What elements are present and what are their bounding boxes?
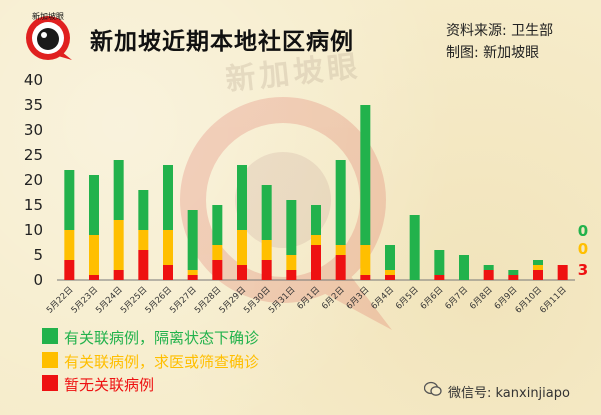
bar-segment-unlinked — [237, 265, 247, 280]
last-day-labels: 00 3 — [578, 222, 588, 279]
bar-segment-unlinked — [138, 250, 149, 280]
y-tick-label: 15 — [24, 196, 43, 214]
bar-segment-linked-quarantined — [163, 165, 173, 230]
maker-text: 制图: 新加坡眼 — [446, 45, 540, 61]
bar-segment-linked-detected — [163, 230, 173, 265]
bar-segment-unlinked — [311, 245, 321, 280]
bar-segment-unlinked — [508, 275, 519, 280]
wechat-icon — [424, 381, 442, 396]
bar-segment-unlinked — [286, 270, 297, 280]
x-tick-label: 6月5日 — [394, 285, 421, 312]
legend-swatch — [42, 375, 58, 391]
bar-segment-linked-detected — [113, 220, 124, 270]
bar-segment-linked-quarantined — [311, 205, 321, 235]
y-tick-labels: 0 5 10 15 20 25 30 35 40 — [24, 71, 43, 289]
x-tick-label: 6月4日 — [369, 285, 396, 312]
bar-segment-linked-quarantined — [237, 165, 247, 230]
last-day-value-label: 3 — [578, 261, 588, 279]
logo-icon: 新加坡眼 — [26, 11, 72, 60]
bar-segment-linked-detected — [286, 255, 297, 270]
bar-segment-linked-quarantined — [286, 200, 297, 255]
bar-segment-linked-quarantined — [89, 175, 99, 235]
bar-segment-linked-quarantined — [508, 270, 519, 275]
legend-swatch — [42, 352, 58, 368]
bar-segment-unlinked — [89, 275, 99, 280]
bar-segment-linked-quarantined — [409, 215, 420, 280]
bar-segment-linked-detected — [138, 230, 149, 250]
bar-segment-linked-detected — [187, 270, 198, 275]
chart-title: 新加坡近期本地社区病例 — [90, 29, 354, 55]
bar-segment-linked-detected — [261, 240, 272, 260]
bar-segment-unlinked — [557, 265, 568, 280]
bar-segment-linked-quarantined — [64, 170, 75, 230]
legend-swatch — [42, 328, 58, 344]
logo-text: 新加坡眼 — [32, 11, 64, 21]
legend-label: 有关联病例，隔离状态下确诊 — [64, 329, 260, 347]
y-tick-label: 25 — [24, 146, 43, 164]
bar-segment-unlinked — [113, 270, 124, 280]
bar-segment-unlinked — [261, 260, 272, 280]
bar-segment-unlinked — [483, 270, 494, 280]
y-tick-label: 30 — [24, 121, 43, 139]
bar-segment-linked-detected — [212, 245, 223, 260]
bar-segment-unlinked — [360, 275, 371, 280]
bar-segment-linked-quarantined — [138, 190, 149, 230]
bar-segment-unlinked — [385, 275, 395, 280]
legend-label: 有关联病例，求医或筛查确诊 — [64, 353, 260, 371]
bar-segment-unlinked — [64, 260, 75, 280]
bar-segment-linked-detected — [237, 230, 247, 265]
y-tick-label: 35 — [24, 96, 43, 114]
last-day-value-label: 0 — [578, 222, 588, 240]
bar-segment-unlinked — [187, 275, 198, 280]
bar-segment-linked-detected — [89, 235, 99, 275]
bar-segment-unlinked — [163, 265, 173, 280]
watermark-logo-icon — [180, 97, 392, 330]
bar-segment-linked-detected — [335, 245, 346, 255]
bar-segment-linked-detected — [64, 230, 75, 260]
y-tick-label: 0 — [33, 271, 43, 289]
bar-segment-linked-quarantined — [385, 245, 395, 270]
bar-segment-unlinked — [434, 275, 445, 280]
bar-segment-linked-quarantined — [335, 160, 346, 245]
bar-segment-linked-detected — [360, 245, 371, 275]
bar-segment-linked-detected — [311, 235, 321, 245]
bar-segment-linked-quarantined — [434, 250, 445, 275]
y-tick-label: 20 — [24, 171, 43, 189]
bar-segment-linked-quarantined — [533, 260, 543, 265]
bar-segment-linked-quarantined — [212, 205, 223, 245]
x-tick-label: 6月6日 — [419, 285, 446, 312]
bar-segment-linked-quarantined — [113, 160, 124, 220]
chart-bars — [64, 105, 568, 280]
wechat-id-text: 微信号: kanxinjiapo — [448, 386, 570, 401]
bar-segment-unlinked — [533, 270, 543, 280]
y-tick-label: 40 — [24, 71, 43, 89]
y-tick-label: 10 — [24, 221, 43, 239]
bar-segment-linked-detected — [533, 265, 543, 270]
y-tick-label: 5 — [33, 246, 43, 264]
bar-segment-linked-quarantined — [459, 255, 469, 280]
last-day-value-label: 0 — [578, 240, 588, 258]
bar-segment-linked-detected — [385, 270, 395, 275]
bar-segment-unlinked — [335, 255, 346, 280]
bar-segment-linked-quarantined — [187, 210, 198, 270]
legend-label: 暂无关联病例 — [64, 376, 155, 394]
bar-segment-linked-quarantined — [483, 265, 494, 270]
x-tick-label: 6月7日 — [443, 285, 470, 312]
bar-segment-linked-quarantined — [261, 185, 272, 240]
bar-segment-unlinked — [212, 260, 223, 280]
x-tick-label: 6月8日 — [468, 285, 495, 312]
source-text: 资料来源: 卫生部 — [446, 23, 554, 39]
x-tick-label: 6月11日 — [538, 285, 569, 316]
bar-segment-linked-quarantined — [360, 105, 371, 245]
